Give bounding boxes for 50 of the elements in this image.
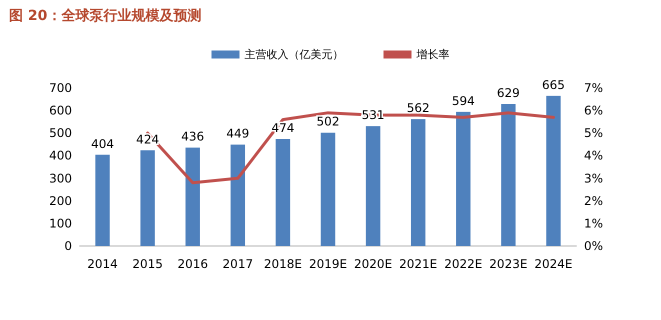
x-tick-label: 2016 xyxy=(177,257,208,271)
x-tick-label: 2014 xyxy=(87,257,118,271)
bar xyxy=(456,112,470,246)
x-tick-label: 2015 xyxy=(132,257,163,271)
text: 404 xyxy=(91,136,114,151)
bar xyxy=(410,119,426,246)
y2-tick-label: 0% xyxy=(584,239,604,253)
text: 562 xyxy=(406,101,430,116)
bar xyxy=(230,144,246,246)
y-tick-label: 600 xyxy=(49,104,72,118)
bar xyxy=(140,150,155,246)
y2-tick-label: 2% xyxy=(584,194,604,208)
bar xyxy=(186,148,200,246)
text: 594 xyxy=(452,94,475,108)
y-tick-label: 0 xyxy=(64,239,72,253)
y-tick-label: 700 xyxy=(49,81,72,95)
x-tick-label: 2019E xyxy=(308,257,348,271)
x-tick-label: 2023E xyxy=(489,257,528,271)
y-tick-label: 100 xyxy=(49,216,72,230)
y-tick-label: 300 xyxy=(49,171,72,186)
bar xyxy=(366,126,380,246)
text: 665 xyxy=(542,78,565,92)
text: 531 xyxy=(362,108,385,122)
text: 449 xyxy=(226,126,250,141)
y-tick-label: 500 xyxy=(49,126,72,140)
bar xyxy=(320,132,336,246)
y2-tick-label: 5% xyxy=(584,126,604,140)
bar xyxy=(546,96,561,246)
y2-tick-label: 7% xyxy=(584,81,604,95)
y-tick-label: 200 xyxy=(49,194,72,208)
y2-tick-label: 6% xyxy=(584,104,604,118)
legend-label: 增长率 xyxy=(416,48,450,61)
x-tick-label: 2017 xyxy=(222,257,254,271)
bar xyxy=(276,139,290,246)
chart-title: 图 20：全球泵行业规模及预测 xyxy=(9,8,202,24)
text: 502 xyxy=(316,114,340,129)
text: 629 xyxy=(496,86,520,100)
legend-label: 主营收入（亿美元） xyxy=(244,48,344,61)
x-tick-label: 2020E xyxy=(354,257,392,271)
y2-tick-label: 3% xyxy=(584,171,604,186)
y2-tick-label: 1% xyxy=(584,216,604,230)
x-tick-label: 2024E xyxy=(534,257,573,271)
x-tick-label: 2022E xyxy=(444,257,482,271)
bar xyxy=(501,104,516,246)
bar xyxy=(95,154,110,246)
x-tick-label: 2018E xyxy=(264,257,302,271)
text: 436 xyxy=(181,130,204,144)
y2-tick-label: 4% xyxy=(584,148,604,163)
x-tick-label: 2021E xyxy=(399,257,438,271)
y-tick-label: 400 xyxy=(49,148,72,163)
